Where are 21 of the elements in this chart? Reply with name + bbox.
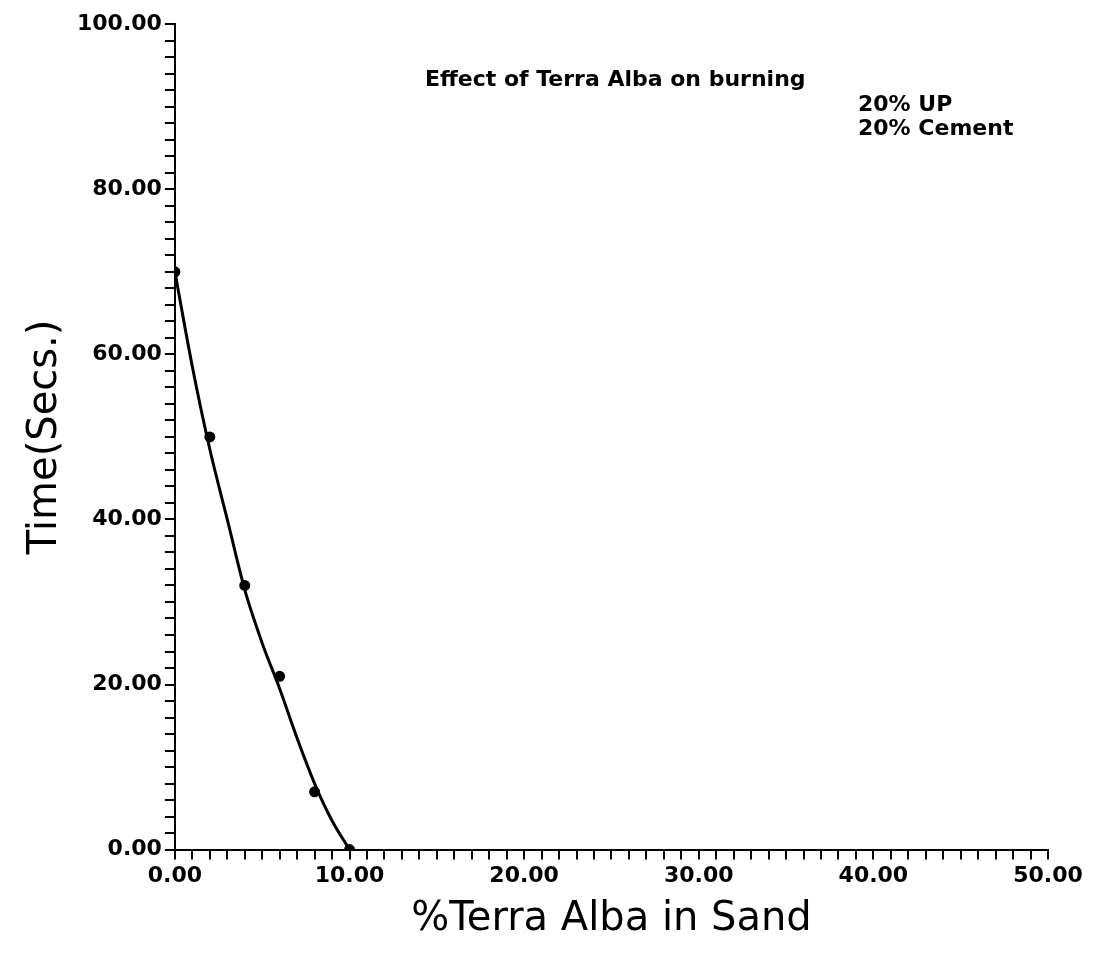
x-tick-label: 0.00 [147,861,203,887]
text: Effect of Terra Alba on burning [424,65,806,91]
point [274,670,286,682]
point [309,786,321,798]
x-tick-label: 10.00 [314,861,385,887]
y-tick-label: 60.00 [92,340,162,366]
point [239,579,251,591]
x-tick-label: 50.00 [1013,861,1083,887]
y-tick-label: 80.00 [92,175,162,200]
annotation: 20% UP [858,90,953,116]
y-tick-label: 40.00 [92,505,162,531]
y-axis-title: Time(Secs.) [19,319,66,556]
x-tick-label: 20.00 [489,861,559,887]
x-tick-label: 40.00 [838,861,909,887]
point [204,431,216,443]
y-tick-label: 100.00 [76,9,162,35]
y-tick-label: 0.00 [107,835,162,861]
y-tick-label: 20.00 [92,670,162,696]
annotation: 20% Cement [858,114,1014,140]
x-axis-title: %Terra Alba in Sand [411,893,812,940]
x-tick-label: 30.00 [663,861,734,887]
